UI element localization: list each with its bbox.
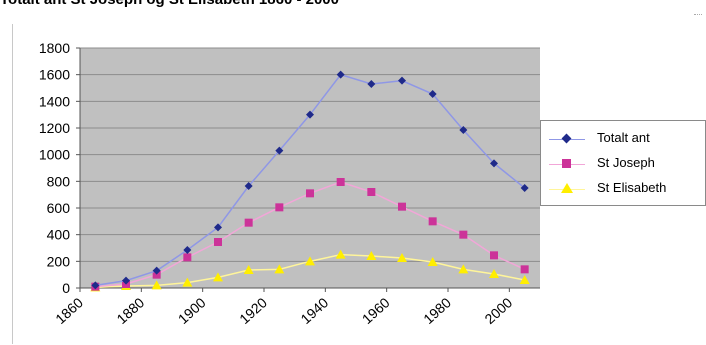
data-point-triangle	[397, 253, 407, 262]
data-point-triangle	[213, 272, 223, 282]
y-tick-label: 1600	[39, 67, 70, 83]
y-tick-label: 1400	[39, 93, 70, 109]
data-point-diamond	[520, 184, 529, 192]
data-point-square	[367, 188, 376, 196]
data-point-diamond	[91, 281, 100, 290]
triangle-marker-icon	[561, 183, 573, 193]
y-tick-label: 600	[47, 200, 71, 216]
y-tick-label: 400	[47, 227, 71, 243]
data-point-diamond	[244, 182, 253, 190]
legend-item-total: Totalt ant	[541, 129, 706, 149]
data-point-square	[428, 217, 437, 226]
x-tick-label: 1980	[420, 294, 454, 327]
data-point-diamond	[152, 266, 161, 275]
data-point-diamond	[336, 70, 345, 79]
data-point-triangle	[151, 280, 162, 290]
data-point-square	[183, 253, 192, 262]
y-tick-label: 1200	[39, 120, 70, 136]
x-tick-label: 1860	[52, 294, 86, 327]
y-tick-label: 0	[62, 280, 70, 296]
data-point-triangle	[366, 251, 377, 260]
data-point-diamond	[367, 80, 376, 88]
y-tick-label: 800	[47, 173, 71, 189]
x-tick-label: 1960	[359, 294, 393, 327]
data-point-triangle	[458, 264, 469, 274]
legend-item-st-joseph: St Joseph	[541, 154, 706, 174]
data-point-square	[306, 189, 314, 198]
data-point-triangle	[427, 257, 438, 266]
legend-label-st-joseph: St Joseph	[597, 155, 655, 170]
data-point-diamond	[490, 159, 498, 168]
chart-title: Totalt ant St Joseph og St Elisabeth 186…	[0, 0, 706, 11]
x-tick-label: 1920	[236, 294, 270, 327]
legend-label-total: Totalt ant	[597, 130, 650, 145]
x-tick-label: 1900	[175, 294, 209, 327]
legend-item-st-elisabeth: St Elisabeth	[541, 179, 706, 199]
data-point-triangle	[335, 249, 346, 259]
data-point-triangle	[519, 275, 530, 284]
data-point-triangle	[182, 277, 193, 287]
data-point-triangle	[243, 265, 254, 274]
x-tick-label: 1940	[297, 294, 331, 327]
data-point-diamond	[183, 246, 192, 254]
data-point-triangle	[489, 269, 499, 278]
legend: Totalt ant St Joseph St Elisabeth	[540, 120, 706, 206]
data-point-diamond	[306, 110, 314, 119]
legend-label-st-elisabeth: St Elisabeth	[597, 180, 667, 195]
plot-background	[80, 48, 540, 288]
data-point-diamond	[398, 76, 406, 85]
data-point-square	[520, 265, 529, 274]
data-point-triangle	[305, 256, 315, 266]
data-point-square	[214, 238, 222, 246]
data-point-square	[336, 178, 345, 186]
square-marker-icon	[562, 159, 571, 168]
y-tick-label: 200	[47, 253, 71, 269]
data-point-triangle	[274, 264, 285, 274]
data-point-square	[490, 251, 498, 260]
x-tick-label: 2000	[481, 294, 515, 327]
frame-rule	[12, 24, 13, 344]
data-point-square	[398, 202, 406, 211]
y-tick-label: 1800	[39, 40, 70, 56]
y-tick-label: 1000	[39, 147, 70, 163]
data-point-diamond	[428, 90, 437, 98]
data-point-diamond	[275, 146, 284, 155]
corner-mark	[694, 14, 702, 23]
data-point-square	[459, 230, 468, 239]
data-point-diamond	[459, 126, 468, 134]
data-point-diamond	[122, 276, 130, 285]
diamond-marker-icon	[561, 133, 572, 144]
x-tick-label: 1880	[113, 294, 147, 327]
data-point-square	[275, 203, 284, 212]
data-point-diamond	[214, 223, 222, 232]
data-point-square	[244, 218, 253, 227]
